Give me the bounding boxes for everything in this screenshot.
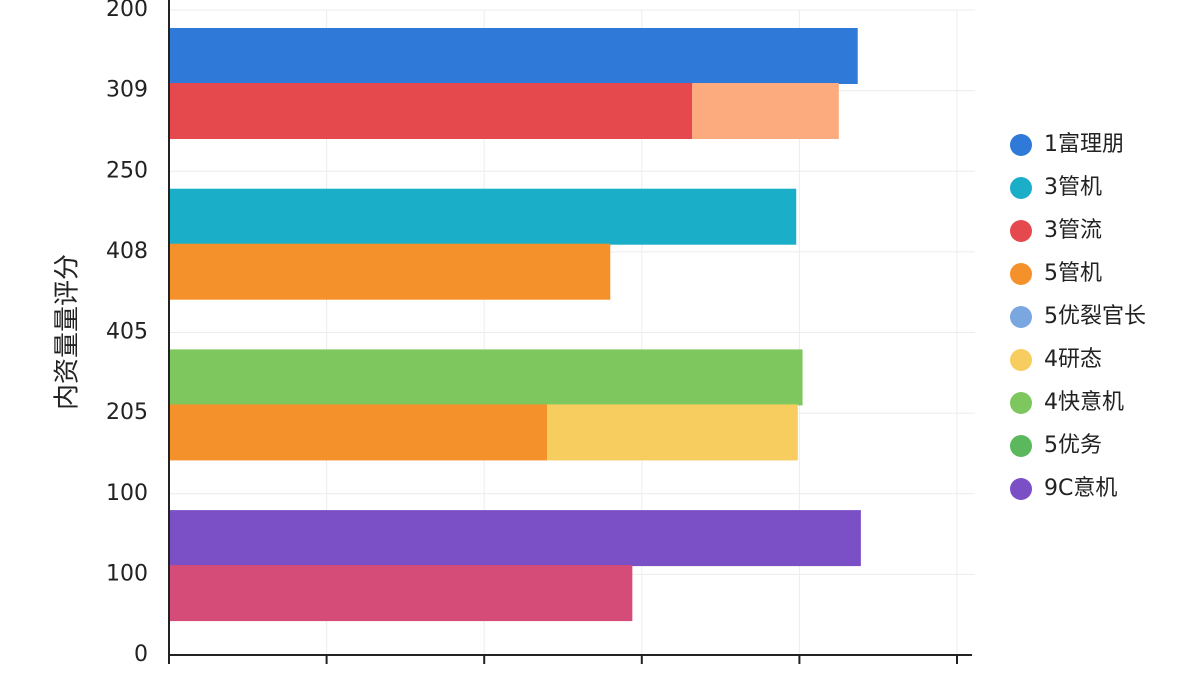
legend-label: 4快意机 (1044, 390, 1124, 415)
y-tick-label: 250 (106, 158, 148, 183)
legend-swatch (1010, 478, 1032, 500)
y-tick-label: 309 (106, 78, 148, 103)
y-tick-label: 205 (106, 400, 148, 425)
legend-label: 9C意机 (1044, 476, 1117, 501)
legend-swatch (1010, 263, 1032, 285)
legend-label: 5优裂官长 (1044, 304, 1146, 329)
bar (169, 565, 633, 622)
legend-swatch (1010, 177, 1032, 199)
bar (547, 404, 798, 461)
y-tick-label: 0 (134, 642, 148, 667)
y-tick-label: 100 (106, 481, 148, 506)
bar (169, 28, 858, 84)
legend-swatch (1010, 392, 1032, 414)
bar (169, 510, 861, 567)
legend-swatch (1010, 306, 1032, 328)
y-axis-title: 内资量量评分 (53, 254, 83, 410)
y-tick-label: 408 (106, 239, 148, 264)
bar (169, 243, 611, 300)
bar (169, 83, 693, 139)
y-tick-label: 405 (106, 320, 148, 345)
legend-label: 5管机 (1044, 261, 1102, 286)
y-tick-label: 100 (106, 561, 148, 586)
legend-swatch (1010, 134, 1032, 156)
bar (692, 83, 839, 139)
legend-label: 3管流 (1044, 218, 1102, 243)
legend-swatch (1010, 435, 1032, 457)
legend-swatch (1010, 349, 1032, 371)
y-tick-label: 200 (106, 0, 148, 22)
legend-swatch (1010, 220, 1032, 242)
bar (169, 188, 797, 245)
bar (169, 404, 548, 461)
legend-label: 3管机 (1044, 175, 1102, 200)
legend-label: 1富理朋 (1044, 132, 1124, 157)
bar (169, 349, 803, 406)
legend-label: 5优务 (1044, 433, 1102, 458)
legend-label: 4研态 (1044, 347, 1102, 372)
